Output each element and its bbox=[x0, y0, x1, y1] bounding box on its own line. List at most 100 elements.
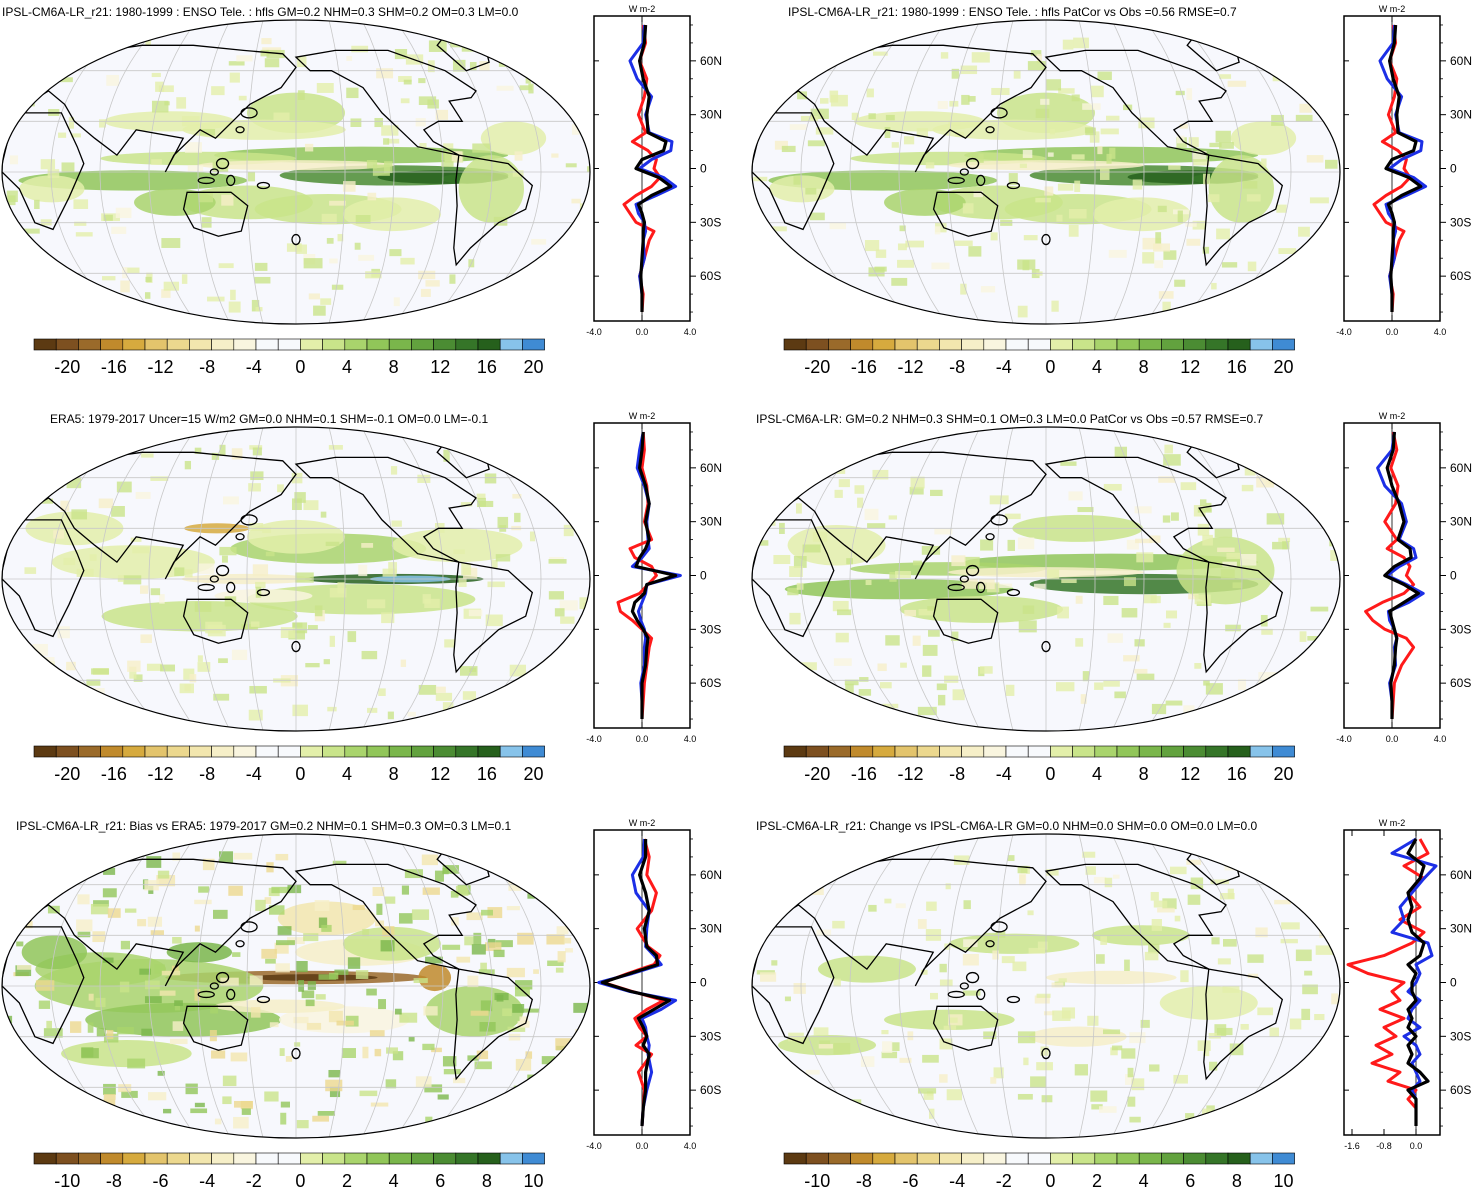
field-cell bbox=[548, 591, 564, 600]
field-cell bbox=[1202, 246, 1210, 254]
field-cell bbox=[132, 547, 150, 554]
colorbar-box bbox=[983, 1152, 1007, 1165]
field-cell bbox=[1017, 1093, 1033, 1100]
continent-north-america bbox=[1044, 863, 1227, 970]
graticule-meridian bbox=[996, 20, 1014, 324]
field-cell bbox=[421, 854, 438, 866]
colorbar-label: -20 bbox=[54, 357, 80, 377]
field-cell bbox=[928, 629, 940, 637]
map-field bbox=[2, 427, 590, 731]
colorbar-box bbox=[211, 745, 235, 758]
field-cell bbox=[854, 485, 865, 494]
field-cell bbox=[882, 703, 899, 709]
field-cell bbox=[151, 159, 162, 165]
field-cell bbox=[1057, 606, 1069, 619]
field-cell bbox=[833, 658, 852, 666]
field-cell bbox=[189, 674, 197, 683]
field-cell bbox=[328, 1010, 343, 1023]
colorbar-box bbox=[144, 745, 168, 758]
field-cell bbox=[1202, 534, 1213, 546]
field-cell bbox=[194, 899, 212, 905]
field-cell bbox=[157, 870, 170, 879]
field-cell bbox=[1269, 1027, 1280, 1037]
field-cell bbox=[249, 445, 263, 450]
field-cell bbox=[392, 1051, 404, 1061]
field-cell bbox=[1005, 684, 1015, 696]
field-cell bbox=[903, 136, 915, 145]
field-cell bbox=[197, 563, 215, 574]
field-cell bbox=[255, 586, 262, 598]
colorbar-box bbox=[33, 745, 57, 758]
field-cell bbox=[1314, 1013, 1325, 1021]
field-cell bbox=[497, 516, 509, 529]
colorbar-box bbox=[78, 745, 101, 758]
field-cell bbox=[1194, 594, 1211, 605]
field-cell bbox=[1012, 961, 1027, 972]
field-cell bbox=[1197, 1040, 1211, 1051]
field-cell bbox=[46, 1020, 52, 1029]
colorbar-box bbox=[1138, 1152, 1162, 1165]
field-cell bbox=[293, 1016, 309, 1024]
profile-y-label: 60S bbox=[1450, 269, 1471, 283]
field-cell bbox=[74, 1109, 86, 1120]
colorbar-box bbox=[166, 1152, 190, 1165]
field-cell bbox=[146, 856, 162, 868]
profile-y-label: 30N bbox=[1450, 515, 1472, 529]
field-cell bbox=[1271, 114, 1284, 126]
field-cell bbox=[961, 94, 970, 105]
field-cell bbox=[197, 662, 211, 672]
field-cell bbox=[1007, 539, 1015, 551]
field-cell bbox=[937, 100, 948, 109]
field-cell bbox=[1018, 620, 1037, 633]
field-cell bbox=[425, 280, 440, 287]
graticule-meridian bbox=[898, 834, 948, 1138]
field-cell bbox=[212, 161, 229, 172]
graticule-meridian bbox=[328, 20, 346, 324]
field-cell bbox=[875, 249, 887, 258]
field-cell bbox=[211, 1050, 226, 1059]
field-cell bbox=[86, 679, 101, 686]
island bbox=[235, 940, 245, 948]
field-cell bbox=[321, 924, 332, 932]
colorbar-box bbox=[1161, 338, 1184, 351]
field-cell bbox=[1046, 569, 1060, 580]
panel-p1: IPSL-CM6A-LR_r21: 1980-1999 : ENSO Tele.… bbox=[1, 4, 722, 377]
field-cell bbox=[265, 958, 276, 964]
field-cell bbox=[867, 523, 886, 529]
field-cell bbox=[491, 559, 498, 569]
field-cell bbox=[91, 668, 110, 675]
field-cell bbox=[872, 469, 889, 480]
field-cell bbox=[355, 214, 371, 224]
field-cell bbox=[830, 1109, 841, 1120]
field-cell bbox=[1298, 253, 1306, 265]
field-cell bbox=[905, 240, 924, 248]
field-cell bbox=[66, 661, 76, 671]
field-cell bbox=[806, 1088, 823, 1098]
field-cell bbox=[422, 1043, 435, 1051]
colorbar-box bbox=[1161, 1152, 1184, 1165]
field-cell bbox=[833, 1042, 851, 1055]
field-cell bbox=[334, 969, 349, 975]
field-cell bbox=[198, 886, 210, 893]
colorbar-box bbox=[805, 1152, 829, 1165]
field-cell bbox=[1058, 978, 1067, 983]
field-cell bbox=[895, 571, 911, 579]
field-cell bbox=[968, 246, 982, 257]
field-cell bbox=[164, 101, 170, 106]
field-cell bbox=[1158, 291, 1174, 299]
field-cell bbox=[1203, 1050, 1210, 1057]
field-cell bbox=[400, 98, 410, 104]
field-cell bbox=[787, 587, 799, 596]
field-cell bbox=[1185, 221, 1197, 227]
field-cell bbox=[374, 1048, 382, 1057]
colorbar-label: 20 bbox=[1273, 764, 1293, 784]
field-cell bbox=[398, 913, 413, 924]
field-cell bbox=[1068, 491, 1083, 501]
graticule-meridian bbox=[394, 20, 444, 324]
profile-y-label: 60N bbox=[700, 461, 722, 475]
field-cell bbox=[378, 688, 386, 696]
island bbox=[256, 588, 271, 597]
field-cell bbox=[846, 558, 853, 565]
field-cell bbox=[32, 643, 48, 656]
colorbar-box bbox=[455, 1152, 479, 1165]
